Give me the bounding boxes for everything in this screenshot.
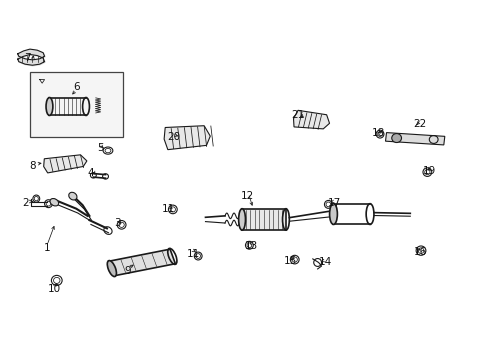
Text: 19: 19 bbox=[422, 166, 435, 176]
Ellipse shape bbox=[391, 134, 401, 143]
Text: 1: 1 bbox=[43, 243, 50, 253]
Polygon shape bbox=[164, 126, 210, 150]
Bar bbox=[30, 72, 122, 137]
Ellipse shape bbox=[50, 198, 59, 206]
Ellipse shape bbox=[238, 209, 245, 230]
Polygon shape bbox=[293, 110, 329, 129]
Text: 6: 6 bbox=[73, 82, 80, 92]
Text: 10: 10 bbox=[48, 284, 61, 294]
Text: 4: 4 bbox=[87, 168, 94, 178]
Text: 5: 5 bbox=[97, 143, 104, 153]
Text: 17: 17 bbox=[327, 198, 341, 208]
Text: 15: 15 bbox=[284, 256, 297, 266]
Ellipse shape bbox=[107, 261, 116, 276]
Ellipse shape bbox=[329, 204, 337, 225]
Text: 12: 12 bbox=[240, 191, 253, 201]
Text: 16: 16 bbox=[412, 247, 426, 257]
Text: 21: 21 bbox=[291, 111, 304, 121]
Ellipse shape bbox=[69, 192, 77, 200]
Text: 9: 9 bbox=[124, 266, 130, 276]
Text: 22: 22 bbox=[412, 120, 426, 129]
Bar bbox=[242, 209, 285, 230]
Text: 13: 13 bbox=[244, 241, 258, 251]
Text: 20: 20 bbox=[167, 132, 180, 142]
Text: 8: 8 bbox=[29, 161, 36, 171]
Ellipse shape bbox=[46, 98, 53, 116]
Text: 3: 3 bbox=[114, 218, 121, 228]
Polygon shape bbox=[43, 155, 87, 173]
Text: 11: 11 bbox=[162, 204, 175, 214]
Text: 18: 18 bbox=[371, 129, 385, 138]
Polygon shape bbox=[109, 249, 175, 276]
Text: 14: 14 bbox=[318, 257, 331, 267]
Text: 7: 7 bbox=[24, 53, 31, 63]
Text: 11: 11 bbox=[186, 248, 200, 258]
Polygon shape bbox=[385, 132, 444, 145]
Text: 2: 2 bbox=[22, 198, 28, 208]
